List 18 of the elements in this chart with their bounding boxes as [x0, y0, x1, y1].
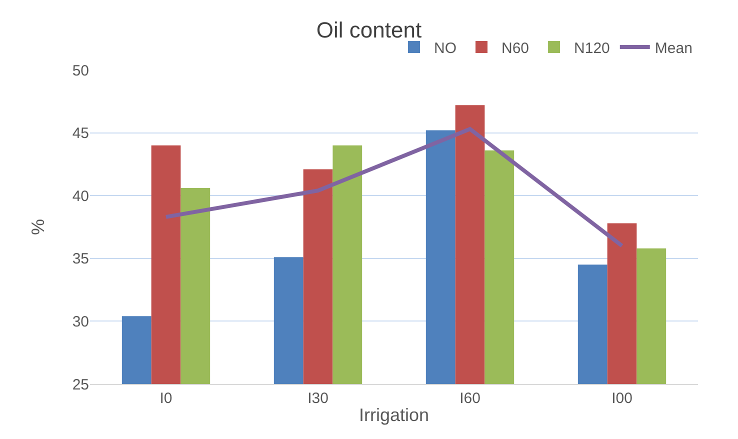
y-tick-label: 35 — [72, 250, 89, 268]
y-axis-title: % — [28, 218, 48, 236]
x-tick-label: I60 — [460, 390, 480, 407]
x-tick-label: I00 — [612, 390, 632, 407]
legend-label: N120 — [574, 40, 610, 57]
y-tick-label: 30 — [72, 313, 89, 330]
x-tick-label: I30 — [308, 390, 328, 407]
x-axis-title: Irrigation — [358, 405, 430, 426]
legend-label: N60 — [502, 40, 530, 57]
y-tick-label: 25 — [72, 376, 89, 394]
y-tick-label: 50 — [72, 62, 89, 80]
y-tick-label: 45 — [72, 125, 89, 142]
chart-title: Oil content — [316, 17, 422, 42]
x-tick-label: I0 — [160, 390, 172, 407]
legend-label: NO — [434, 40, 456, 57]
line-series — [164, 127, 624, 248]
legend-label: Mean — [654, 40, 692, 57]
y-tick-label: 40 — [72, 188, 89, 205]
